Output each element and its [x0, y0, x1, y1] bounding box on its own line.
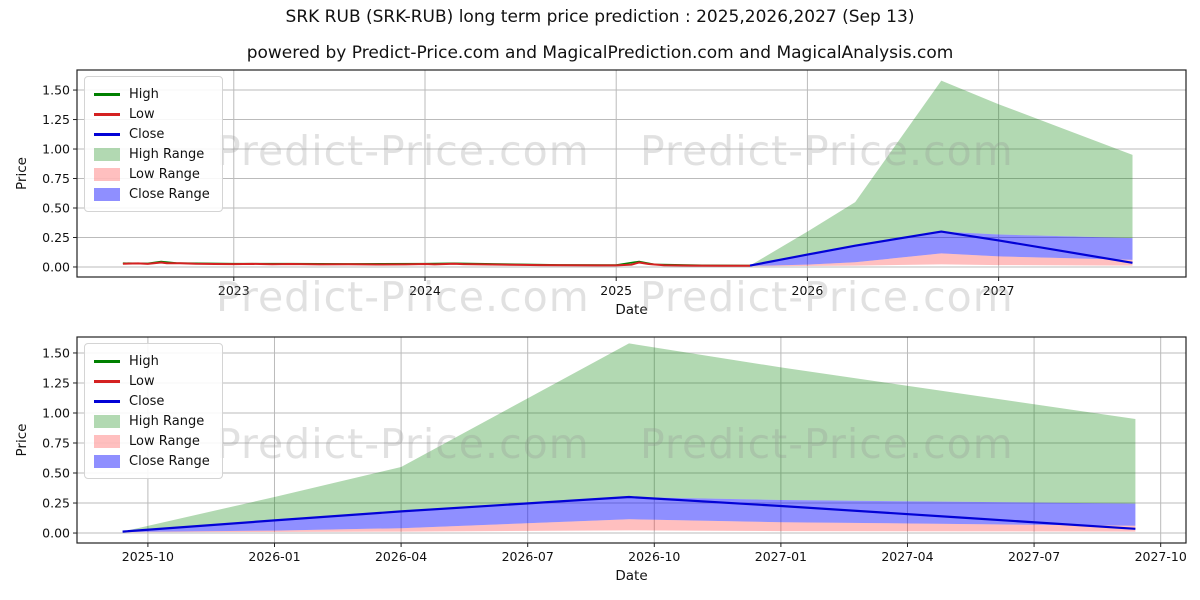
legend-label: Close Range	[129, 453, 210, 469]
legend-item-close: Close	[94, 391, 210, 411]
legend-label: Close	[129, 393, 165, 409]
x-tick-label: 2026-10	[628, 549, 680, 564]
x-tick-label: 2027-10	[1135, 549, 1187, 564]
chart-subtitle: powered by Predict-Price.com and Magical…	[246, 43, 954, 63]
y-tick-label: 0.75	[42, 171, 70, 186]
low-range-band	[750, 253, 1133, 267]
chart-title: SRK RUB (SRK-RUB) long term price predic…	[285, 7, 915, 27]
legend-item-close: Close	[94, 124, 210, 144]
legend-label: Low Range	[129, 166, 200, 182]
legend-line-swatch	[94, 379, 120, 383]
legend-label: High	[129, 353, 159, 369]
high-range-band	[750, 80, 1133, 266]
top-chart-legend: High Low Close High Range Low Range Close Ran…	[84, 76, 223, 212]
close-line	[122, 495, 1136, 533]
y-tick-label: 0.25	[42, 496, 70, 511]
close-range-band	[750, 231, 1133, 266]
x-tick-label: 2026-07	[502, 549, 554, 564]
y-tick-label: 1.00	[42, 142, 70, 157]
chart-long-term-overview: 2023 2024 2025 2026 2027 0.00 0.25 0.50 0.75 1.00…	[14, 69, 1187, 318]
y-tick-label: 0.50	[42, 466, 70, 481]
y-tick-label: 1.25	[42, 112, 70, 127]
legend-label: Close Range	[129, 186, 210, 202]
plot-border	[76, 69, 1187, 278]
low-line	[122, 261, 751, 267]
y-tick-label: 1.25	[42, 375, 70, 390]
legend-label: Low	[129, 373, 155, 389]
legend-item-low: Low	[94, 371, 210, 391]
legend-line-swatch	[94, 359, 120, 363]
legend-patch-swatch	[94, 147, 120, 161]
legend-label: Low Range	[129, 433, 200, 449]
close-range-band	[122, 497, 1136, 533]
legend-label: Close	[129, 126, 165, 142]
x-tick-label: 2027	[983, 283, 1015, 298]
bottom-chart-legend: High Low Close High Range Low Range Close Ran…	[84, 343, 223, 479]
legend-item-high-range: High Range	[94, 144, 210, 164]
legend-label: Low	[129, 106, 155, 122]
x-tick-label: 2026-04	[375, 549, 427, 564]
legend-item-close-range: Close Range	[94, 451, 210, 471]
legend-label: High Range	[129, 413, 205, 429]
legend-item-high-range: High Range	[94, 411, 210, 431]
x-axis-label: Date	[615, 302, 647, 318]
y-tick-label: 0.25	[42, 230, 70, 245]
y-tick-label: 0.75	[42, 436, 70, 451]
x-tick-label: 2023	[218, 283, 250, 298]
x-tick-label: 2025-10	[122, 549, 174, 564]
y-tick-label: 0.00	[42, 526, 70, 541]
legend-line-swatch	[94, 399, 120, 403]
legend-item-low-range: Low Range	[94, 431, 210, 451]
x-tick-label: 2026	[792, 283, 824, 298]
x-tick-label: 2026-01	[248, 549, 300, 564]
x-tick-label: 2024	[409, 283, 441, 298]
x-tick-label: 2027-01	[755, 549, 807, 564]
plot-border	[76, 336, 1187, 544]
low-range-band	[122, 519, 1136, 533]
high-range-band	[122, 343, 1136, 532]
legend-item-low-range: Low Range	[94, 164, 210, 184]
y-tick-label: 1.50	[42, 345, 70, 360]
legend-item-high: High	[94, 351, 210, 371]
y-axis-label: Price	[14, 157, 30, 190]
legend-item-high: High	[94, 84, 210, 104]
legend-patch-swatch	[94, 454, 120, 468]
x-axis-label: Date	[615, 568, 647, 584]
legend-item-low: Low	[94, 104, 210, 124]
legend-patch-swatch	[94, 187, 120, 201]
x-tick-label: 2027-04	[881, 549, 933, 564]
y-tick-label: 0.00	[42, 259, 70, 274]
legend-line-swatch	[94, 112, 120, 116]
legend-patch-swatch	[94, 434, 120, 448]
legend-label: High	[129, 86, 159, 102]
legend-item-close-range: Close Range	[94, 184, 210, 204]
legend-patch-swatch	[94, 414, 120, 428]
legend-line-swatch	[94, 92, 120, 96]
chart-prediction-detail: 2025-10 2026-01 2026-04 2026-07 2026-10 2027-…	[14, 336, 1187, 584]
y-axis-label: Price	[14, 424, 30, 457]
y-tick-label: 1.50	[42, 83, 70, 98]
x-tick-label: 2025	[600, 283, 632, 298]
legend-line-swatch	[94, 132, 120, 136]
y-tick-label: 1.00	[42, 405, 70, 420]
legend-patch-swatch	[94, 167, 120, 181]
legend-label: High Range	[129, 146, 205, 162]
close-line	[749, 230, 1133, 267]
y-tick-label: 0.50	[42, 201, 70, 216]
x-tick-label: 2027-07	[1008, 549, 1060, 564]
